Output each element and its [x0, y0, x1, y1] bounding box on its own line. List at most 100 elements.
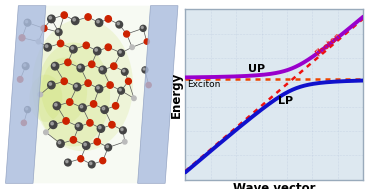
Circle shape: [95, 85, 103, 93]
Circle shape: [49, 83, 51, 85]
Circle shape: [44, 43, 51, 51]
Circle shape: [119, 51, 121, 53]
Circle shape: [25, 107, 30, 113]
Circle shape: [97, 125, 105, 132]
Y-axis label: Energy: Energy: [170, 71, 182, 118]
Circle shape: [121, 128, 123, 131]
Circle shape: [44, 130, 48, 135]
Circle shape: [105, 144, 112, 151]
Circle shape: [144, 39, 149, 44]
Ellipse shape: [41, 58, 87, 124]
Circle shape: [66, 160, 68, 163]
Circle shape: [97, 86, 99, 89]
Circle shape: [73, 18, 76, 21]
Circle shape: [90, 162, 92, 165]
Circle shape: [48, 81, 55, 89]
Circle shape: [85, 14, 91, 20]
Circle shape: [83, 42, 90, 49]
Ellipse shape: [32, 19, 133, 151]
Circle shape: [100, 158, 106, 164]
Text: Exciton: Exciton: [187, 80, 221, 89]
Circle shape: [126, 78, 131, 84]
Circle shape: [124, 31, 130, 37]
Circle shape: [123, 139, 127, 144]
Circle shape: [55, 103, 57, 106]
Circle shape: [83, 142, 90, 149]
Circle shape: [61, 78, 68, 84]
Circle shape: [19, 35, 25, 41]
Circle shape: [23, 64, 26, 66]
Circle shape: [26, 108, 28, 110]
Circle shape: [61, 12, 68, 18]
Circle shape: [49, 16, 51, 19]
Circle shape: [140, 25, 146, 31]
Circle shape: [141, 26, 143, 29]
Circle shape: [70, 45, 77, 53]
Circle shape: [109, 122, 115, 128]
Circle shape: [143, 68, 145, 70]
Circle shape: [53, 102, 61, 110]
Circle shape: [73, 83, 81, 91]
Circle shape: [101, 67, 103, 70]
Circle shape: [118, 87, 124, 94]
Circle shape: [72, 17, 79, 25]
Circle shape: [50, 121, 57, 129]
Circle shape: [18, 77, 23, 82]
Circle shape: [99, 66, 106, 74]
Circle shape: [78, 156, 84, 162]
Circle shape: [98, 126, 101, 129]
Circle shape: [101, 106, 108, 113]
Ellipse shape: [29, 75, 62, 122]
Circle shape: [105, 16, 112, 22]
Circle shape: [65, 159, 71, 166]
Circle shape: [75, 84, 77, 87]
Ellipse shape: [37, 43, 110, 146]
Circle shape: [53, 64, 55, 66]
Circle shape: [46, 45, 48, 47]
Circle shape: [112, 103, 119, 109]
Circle shape: [119, 88, 121, 91]
Circle shape: [79, 66, 81, 68]
Circle shape: [71, 47, 73, 49]
Circle shape: [85, 80, 91, 86]
Circle shape: [75, 123, 83, 130]
Circle shape: [36, 39, 41, 44]
Circle shape: [88, 161, 95, 168]
Circle shape: [58, 141, 61, 144]
Circle shape: [94, 47, 101, 55]
Circle shape: [111, 63, 117, 69]
Circle shape: [116, 21, 123, 28]
Circle shape: [106, 145, 108, 148]
Circle shape: [118, 50, 124, 56]
Circle shape: [77, 64, 84, 72]
Circle shape: [102, 107, 105, 110]
Circle shape: [51, 62, 59, 70]
Circle shape: [95, 19, 103, 26]
Circle shape: [80, 105, 83, 108]
Circle shape: [67, 99, 73, 105]
Circle shape: [87, 120, 93, 126]
Circle shape: [65, 59, 71, 66]
Circle shape: [94, 139, 101, 145]
Circle shape: [41, 25, 47, 31]
Circle shape: [90, 101, 97, 107]
Circle shape: [70, 137, 77, 143]
Circle shape: [57, 30, 59, 32]
Circle shape: [22, 63, 29, 70]
Polygon shape: [0, 0, 184, 189]
Circle shape: [25, 20, 28, 23]
Circle shape: [142, 67, 148, 73]
Circle shape: [132, 96, 136, 101]
Circle shape: [57, 40, 64, 47]
Circle shape: [57, 140, 64, 147]
Circle shape: [51, 122, 54, 125]
Circle shape: [121, 68, 128, 75]
Polygon shape: [6, 6, 46, 183]
Polygon shape: [33, 6, 150, 183]
Circle shape: [79, 104, 86, 112]
Circle shape: [123, 70, 125, 72]
Circle shape: [63, 118, 69, 124]
Circle shape: [89, 61, 95, 67]
Circle shape: [105, 44, 112, 50]
Circle shape: [77, 124, 79, 127]
